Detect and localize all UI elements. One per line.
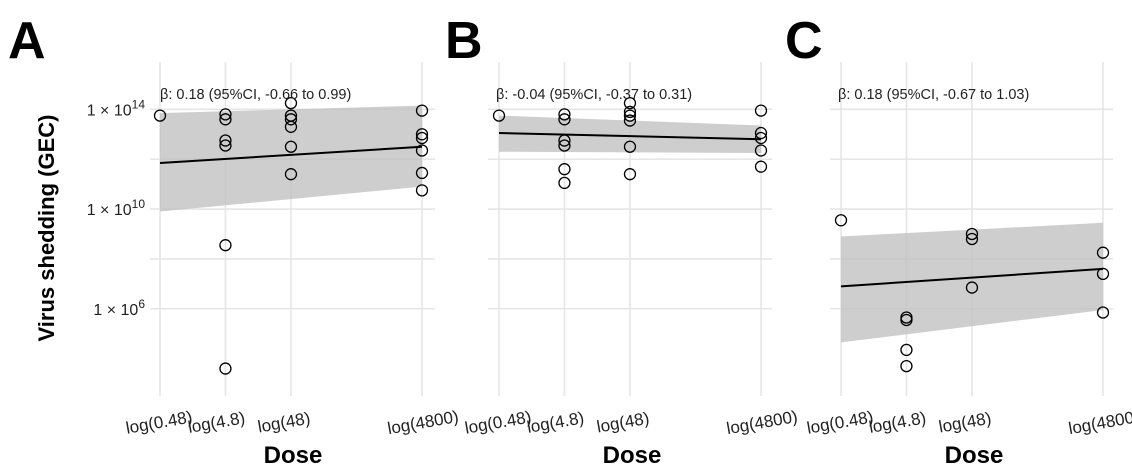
data-point: [900, 343, 913, 357]
data-point: [1096, 267, 1110, 281]
data-point: [900, 359, 913, 373]
data-point: [965, 232, 979, 246]
x-axis-label: Dose: [264, 442, 323, 469]
data-point: [415, 184, 429, 197]
panel-letter: C: [785, 12, 823, 70]
data-point: [492, 109, 506, 122]
data-point: [558, 163, 571, 176]
data-point: [284, 140, 298, 153]
data-point: [623, 168, 637, 181]
x-tick-label: log(4.8): [525, 408, 585, 437]
data-point: [623, 114, 637, 127]
data-point: [219, 108, 232, 121]
y-axis-label: Virus shedding (GEC): [34, 115, 59, 342]
data-point: [1096, 306, 1110, 319]
data-point: [153, 109, 167, 122]
data-point: [219, 134, 232, 147]
x-tick-label: log(48): [595, 409, 650, 437]
data-point: [754, 131, 768, 145]
data-point: [415, 128, 429, 141]
data-point: [1096, 246, 1110, 259]
beta-annotation: β: 0.18 (95%CI, -0.67 to 1.03): [838, 87, 1029, 103]
data-point: [623, 140, 637, 153]
x-axis-label: Dose: [945, 442, 1004, 469]
data-point: [558, 134, 571, 147]
beta-annotation: β: 0.18 (95%CI, -0.66 to 0.99): [160, 87, 351, 103]
x-tick-label: log(4800): [386, 407, 460, 438]
data-point: [900, 313, 913, 327]
regression-line: [159, 145, 423, 164]
y-tick-label: 1 × 1014: [87, 97, 146, 119]
data-point: [415, 104, 429, 117]
data-point: [965, 281, 979, 294]
x-tick-label: log(4800): [725, 407, 799, 438]
data-point: [754, 160, 768, 173]
data-point: [415, 144, 429, 157]
panels: β: 0.18 (95%CI, -0.66 to 0.99) Alog(0.48)…: [8, 12, 1132, 469]
data-point: [834, 214, 848, 227]
data-point: [284, 120, 298, 133]
data-point: [219, 239, 232, 252]
x-tick-label: log(48): [256, 409, 311, 437]
panel-b: β: -0.04 (95%CI, -0.37 to 0.31) Blog(0.48…: [445, 12, 799, 469]
data-point: [219, 113, 232, 126]
x-tick-label: log(48): [937, 409, 992, 437]
data-point: [284, 96, 298, 110]
data-point: [754, 126, 768, 140]
data-point: [219, 139, 232, 152]
data-point: [558, 176, 571, 190]
panel-a: β: 0.18 (95%CI, -0.66 to 0.99) Alog(0.48)…: [8, 12, 460, 469]
x-tick-label: log(4.8): [186, 408, 246, 437]
data-point: [558, 113, 571, 126]
data-point: [284, 113, 298, 126]
x-tick-label: log(0.48): [805, 407, 874, 437]
data-point: [284, 168, 298, 181]
data-point: [558, 139, 571, 152]
data-point: [415, 131, 429, 145]
data-point: [219, 362, 232, 375]
regression-line: [840, 267, 1104, 288]
beta-annotation: β: -0.04 (95%CI, -0.37 to 0.31): [496, 87, 692, 103]
panel-letter: B: [445, 12, 483, 70]
data-point: [965, 227, 979, 241]
y-axis-label-group: Virus shedding (GEC): [34, 115, 59, 342]
data-point: [623, 109, 637, 122]
panel-letter: A: [8, 12, 46, 70]
panel-c: β: 0.18 (95%CI, -0.67 to 1.03) Clog(0.48)…: [785, 12, 1132, 469]
data-point: [754, 144, 768, 157]
y-tick-label: 1 × 106: [93, 297, 145, 319]
data-point: [754, 104, 768, 117]
x-tick-label: log(4.8): [867, 408, 927, 437]
data-point: [623, 105, 637, 119]
x-tick-label: log(0.48): [124, 407, 193, 437]
data-point: [415, 166, 429, 180]
x-tick-label: log(0.48): [463, 407, 532, 437]
x-tick-label: log(4800): [1067, 407, 1132, 438]
y-tick-label: 1 × 1010: [87, 197, 146, 219]
data-point: [623, 96, 637, 110]
data-point: [558, 108, 571, 121]
confidence-band: [160, 105, 422, 212]
regression-line: [498, 132, 762, 141]
x-axis-label: Dose: [603, 442, 662, 469]
y-tick-labels: 1 × 1014 1 × 1010 1 × 106: [87, 97, 146, 318]
